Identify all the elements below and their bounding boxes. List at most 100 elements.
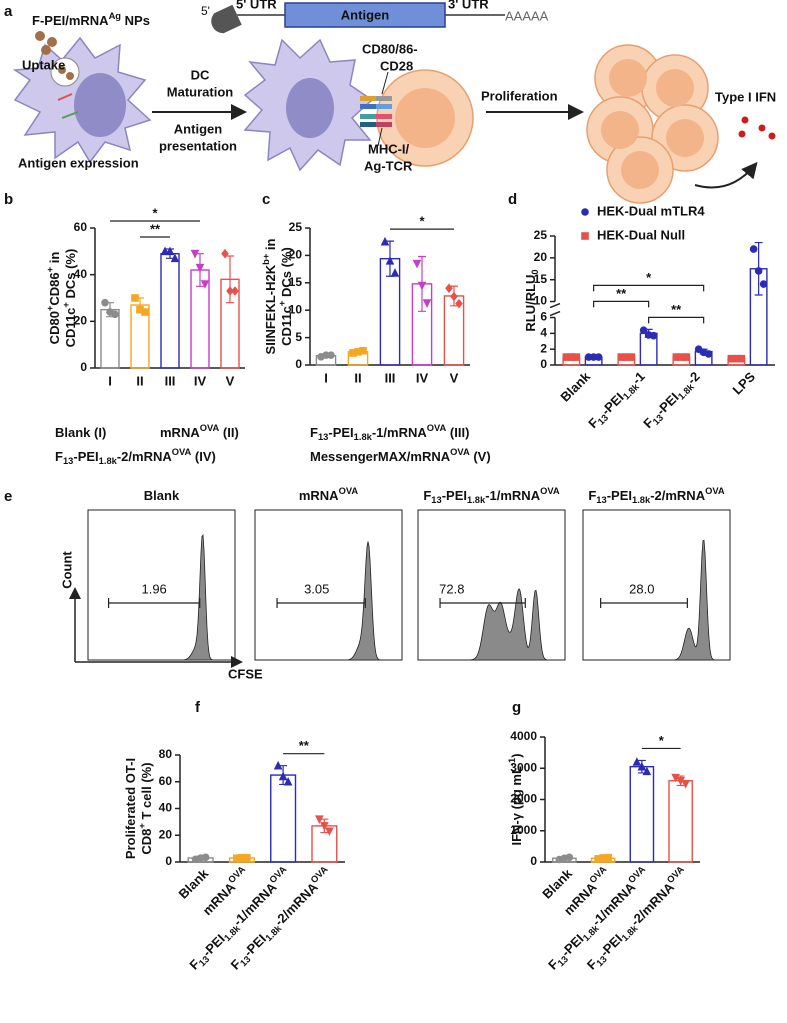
text-run: CD80 [47, 311, 62, 344]
text-run: b+ [261, 253, 271, 265]
data-point [737, 354, 746, 363]
data-point [676, 776, 685, 786]
data-point [349, 349, 357, 357]
x-tick-label: I [324, 370, 328, 385]
data-point [759, 280, 768, 288]
y-tick-label: 40 [159, 801, 173, 815]
text-run: 0 [530, 269, 540, 274]
y-tick-label: 3000 [510, 760, 537, 774]
flow-title: F13-PEI1.8k-1/mRNAOVA [423, 486, 560, 505]
text-run: Blank (I) [55, 425, 106, 440]
data-point [190, 249, 200, 259]
significance-label: * [419, 214, 425, 229]
text-run: CD11c [279, 306, 294, 346]
significance-label: * [646, 270, 652, 285]
text-run: Proliferated OT-I [123, 758, 138, 859]
gate-value: 28.0 [629, 581, 654, 596]
text-run: 1.8k [467, 495, 486, 505]
y-tick-label: 2000 [510, 792, 537, 806]
text-run: 1.8k [354, 432, 373, 442]
text-run: -2/mRNA [272, 879, 322, 929]
data-point [594, 353, 603, 361]
text-run: -1/mRNA [230, 879, 280, 929]
y-tick-label: 15 [289, 275, 303, 289]
y-tick-label: 10 [289, 302, 303, 316]
costim-label: CD28 [380, 58, 413, 73]
data-point [632, 757, 642, 766]
utr5-label: 5' UTR [236, 0, 277, 11]
data-point [231, 286, 239, 296]
x-tick-label: F13-PEI1.8k-2 [641, 369, 705, 433]
legend-label: HEK-Dual Null [597, 227, 685, 242]
text-run: -PEI [442, 488, 467, 503]
group-legend-entry: mRNAOVA (II) [160, 423, 239, 440]
bar [160, 252, 180, 369]
data-point [359, 346, 367, 355]
ifn-label: Type I IFN [715, 89, 776, 104]
mrna-construct [211, 2, 505, 34]
y-tick-label: 20 [289, 248, 303, 262]
data-point [455, 298, 463, 309]
x-tick-label: III [385, 370, 396, 385]
y-tick-label: 20 [74, 314, 88, 328]
text-run: + [45, 305, 55, 311]
text-run: (V) [470, 449, 491, 464]
text-run: (IV) [191, 449, 216, 464]
data-point [754, 267, 763, 275]
y-tick-label: 4 [540, 326, 547, 340]
text-run: CD11c [63, 308, 78, 348]
significance-label: * [152, 205, 158, 220]
text-run: -1/mRNA [372, 425, 428, 440]
text-run: -PEI [328, 425, 353, 440]
data-point [677, 353, 686, 361]
x-tick-label: I [108, 373, 112, 388]
y-tick-label: 60 [74, 220, 88, 234]
y-tick-label: 0 [540, 357, 547, 371]
data-point [101, 298, 109, 307]
proliferation-label: Proliferation [481, 88, 558, 103]
y-axis-label: CD80+CD86+ in [45, 252, 62, 345]
text-run: mRNA [299, 488, 339, 503]
data-point [221, 248, 229, 259]
text-run: Ag [109, 11, 122, 21]
text-run: -PEI [73, 449, 98, 464]
legend-label: HEK-Dual mTLR4 [597, 203, 705, 218]
text-run: 1.8k [99, 456, 118, 466]
y-axis-label: CD11c+ DCs (%) [277, 247, 294, 346]
data-point [604, 853, 612, 862]
text-run: -2/mRNA [628, 879, 678, 929]
data-point [637, 761, 647, 771]
text-run: F-PEI/mRNA [32, 13, 109, 28]
data-point [749, 245, 758, 253]
group-legend-entry: F13-PEI1.8k-1/mRNAOVA (III) [310, 423, 469, 442]
group-legend-entry: MessengerMAX/mRNAOVA (V) [310, 447, 491, 464]
text-run: RLU/RLU [523, 275, 538, 332]
text-run: 13 [63, 456, 73, 466]
text-run: OVA [309, 864, 330, 885]
y-tick-label: 15 [534, 272, 548, 286]
text-run: OVA [665, 864, 686, 885]
histogram [88, 534, 235, 661]
text-run: 13 [596, 495, 606, 505]
text-run: SIINFEKL-H2K [263, 264, 278, 354]
data-point [131, 294, 139, 302]
antigen-label: Antigen [341, 7, 389, 22]
flow-title: F13-PEI1.8k-2/mRNAOVA [588, 486, 725, 505]
data-point [639, 326, 648, 334]
data-point [581, 232, 589, 240]
data-point [320, 822, 329, 831]
text-run: -1 [507, 758, 517, 766]
data-point [226, 286, 234, 296]
data-point [617, 353, 626, 361]
t-cell-cluster [586, 44, 719, 204]
data-point [201, 853, 210, 862]
dendritic-cell [12, 31, 152, 164]
panel-label: e [4, 488, 12, 505]
data-point [732, 354, 741, 363]
text-run: F [588, 488, 596, 503]
y-axis-label: IFN-γ (pg mL-1) [507, 753, 524, 845]
presentation-label: presentation [159, 138, 237, 153]
y-tick-label: 10 [534, 294, 548, 308]
group-legend-entry: F13-PEI1.8k-2/mRNAOVA (IV) [55, 447, 216, 466]
data-point [681, 780, 690, 789]
